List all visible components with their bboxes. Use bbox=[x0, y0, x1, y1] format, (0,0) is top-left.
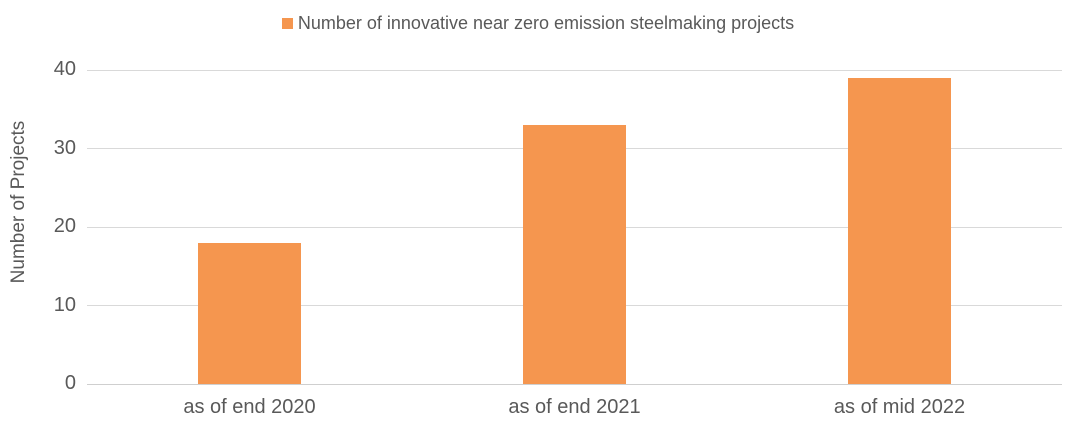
bar bbox=[198, 242, 301, 384]
gridline bbox=[87, 69, 1062, 71]
y-tick-label: 40 bbox=[53, 58, 76, 80]
legend-swatch-icon bbox=[281, 18, 293, 29]
y-tick-label: 0 bbox=[64, 372, 76, 394]
y-tick-label: 20 bbox=[53, 215, 76, 237]
y-tick-label: 10 bbox=[53, 293, 76, 316]
x-axis-line bbox=[87, 383, 1062, 385]
y-tick-label: 30 bbox=[53, 136, 76, 159]
x-axis-label: as of end 2021 bbox=[508, 396, 641, 418]
legend: Number of innovative near zero emission … bbox=[0, 13, 1076, 34]
legend-label: Number of innovative near zero emission … bbox=[297, 13, 795, 33]
x-axis-label: as of mid 2022 bbox=[833, 396, 966, 418]
bar bbox=[848, 77, 951, 384]
bar bbox=[523, 124, 626, 384]
x-axis-label: as of end 2020 bbox=[183, 396, 316, 418]
